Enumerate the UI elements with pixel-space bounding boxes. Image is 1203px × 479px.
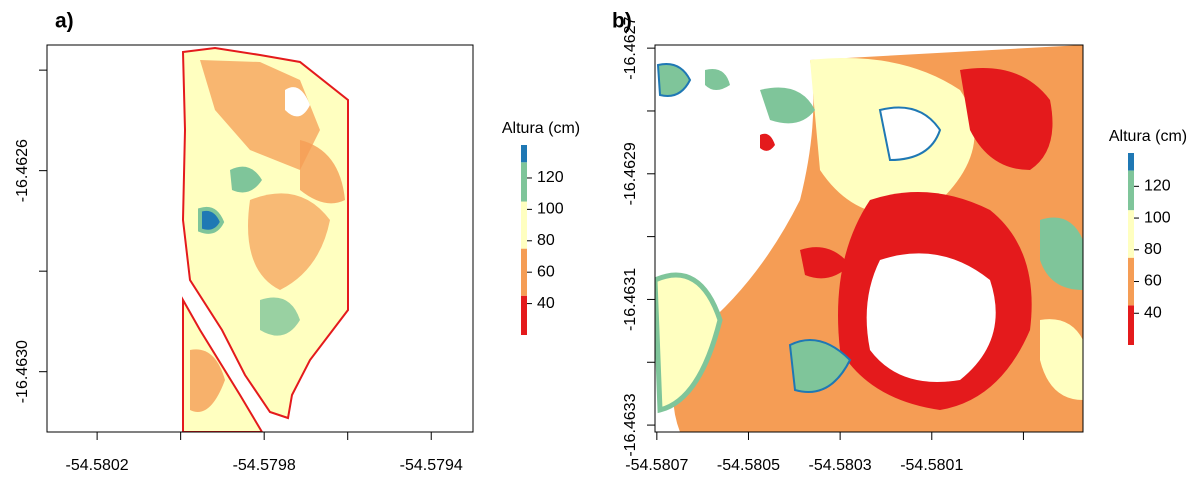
colorbar-segment xyxy=(1128,210,1134,258)
raster-patch xyxy=(656,63,692,97)
plot-frame xyxy=(654,44,1084,433)
raster-patch xyxy=(198,206,225,234)
x-tick-label: -54.5801 xyxy=(900,457,963,474)
panel-title: a) xyxy=(55,10,74,33)
colorbar-tick-label: 40 xyxy=(537,295,555,312)
raster-gap xyxy=(285,87,310,117)
plot-frame xyxy=(46,44,474,433)
colorbar-tick-label: 40 xyxy=(1144,304,1162,321)
raster-patch xyxy=(200,60,320,170)
raster-image xyxy=(655,45,1083,432)
colorbar-title: Altura (cm) xyxy=(1109,128,1187,145)
raster-gap xyxy=(878,106,942,162)
raster-patch xyxy=(788,339,852,393)
colorbar-segment xyxy=(521,145,527,163)
raster-image xyxy=(181,46,349,432)
colorbar-segment xyxy=(1128,305,1134,345)
colorbar-tick-label: 120 xyxy=(537,169,564,186)
x-tick-label: -54.5798 xyxy=(233,457,296,474)
colorbar-segment xyxy=(521,201,527,249)
raster-patch xyxy=(705,69,730,90)
colorbar-tick-label: 80 xyxy=(1144,241,1162,258)
colorbar-tick-label: 100 xyxy=(537,201,564,218)
colorbar-segment xyxy=(1128,257,1134,306)
raster-patch xyxy=(300,140,345,204)
x-tick-label: -54.5805 xyxy=(717,457,780,474)
raster-patch xyxy=(760,87,815,124)
raster-gap xyxy=(866,253,996,382)
y-tick-label: -16.4631 xyxy=(622,268,639,331)
raster-patch xyxy=(760,133,775,151)
panel-title: b) xyxy=(612,10,632,33)
x-tick-label: -54.5794 xyxy=(400,457,463,474)
colorbar-tick-label: 100 xyxy=(1144,209,1171,226)
raster-patch xyxy=(1040,217,1083,290)
raster-area xyxy=(960,68,1053,170)
colorbar-segment xyxy=(1128,170,1134,211)
colorbar-tick-label: 60 xyxy=(537,263,555,280)
x-tick-label: -54.5803 xyxy=(809,457,872,474)
colorbar-segment xyxy=(521,162,527,202)
colorbar-segment xyxy=(1128,153,1134,171)
colorbar-tick-label: 120 xyxy=(1144,178,1171,195)
y-tick-label: -16.4629 xyxy=(622,142,639,205)
colorbar-tick-label: 60 xyxy=(1144,273,1162,290)
colorbar-segment xyxy=(521,248,527,296)
raster-patch xyxy=(260,297,300,336)
colorbar-tick-label: 80 xyxy=(537,232,555,249)
y-tick-label: -16.4630 xyxy=(14,340,31,403)
raster-patch xyxy=(230,166,262,193)
y-tick-label: -16.4626 xyxy=(14,139,31,202)
x-tick-label: -54.5802 xyxy=(66,457,129,474)
y-tick-label: -16.4633 xyxy=(622,393,639,456)
raster-patch xyxy=(190,349,225,412)
colorbar-segment xyxy=(521,295,527,335)
raster-patch xyxy=(248,193,330,290)
x-tick-label: -54.5807 xyxy=(625,457,688,474)
raster-area xyxy=(655,272,723,414)
y-tick-label: -16.4627 xyxy=(622,16,639,79)
raster-patch xyxy=(1040,319,1083,400)
raster-patch xyxy=(800,247,850,279)
colorbar-title: Altura (cm) xyxy=(502,120,580,137)
